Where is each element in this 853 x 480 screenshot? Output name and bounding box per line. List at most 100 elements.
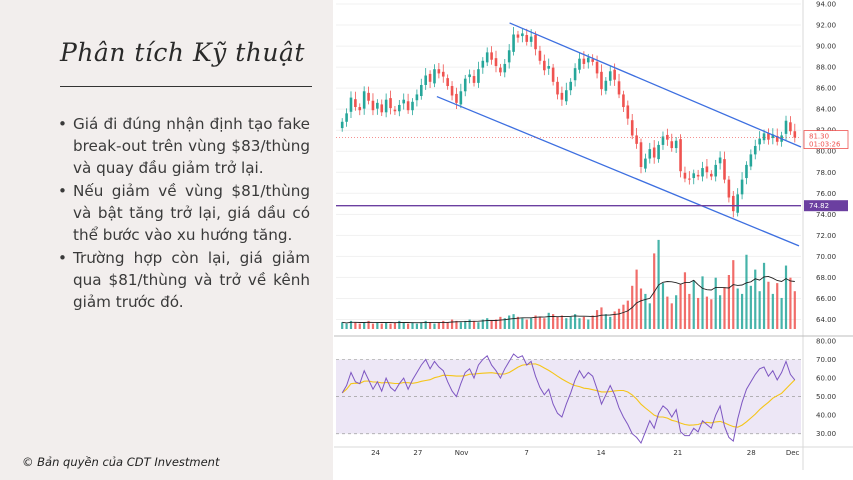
price-chart[interactable]: 94.0092.0090.0088.0086.0084.0082.0080.00…	[334, 0, 853, 480]
volume-bar	[749, 285, 752, 329]
candle-body	[354, 99, 357, 108]
channel-upper-line	[509, 22, 802, 148]
volume-bar	[727, 275, 730, 329]
candle-body	[485, 52, 489, 63]
volume-bar	[578, 318, 581, 329]
volume-bar	[354, 322, 357, 329]
volume-bar	[455, 320, 458, 329]
price-tick-label: 84.00	[816, 106, 836, 114]
candle-body	[556, 81, 559, 95]
volume-bar	[393, 322, 397, 329]
candle-body	[762, 133, 766, 141]
candle-body	[516, 34, 520, 38]
candle-body	[538, 50, 542, 61]
volume-bar	[428, 322, 432, 329]
candle-body	[367, 92, 370, 101]
volume-bar	[771, 293, 774, 329]
candle-body	[688, 178, 691, 180]
candle-body	[446, 78, 449, 87]
volume-bar	[389, 323, 392, 329]
analysis-bullet-list: Giá đi đúng nhận định tạo fake break-out…	[58, 113, 310, 314]
price-chart-panel[interactable]: 94.0092.0090.0088.0086.0084.0082.0080.00…	[334, 0, 853, 480]
volume-bar	[762, 262, 766, 329]
time-tick-label: 14	[597, 449, 606, 457]
candle-body	[472, 76, 476, 83]
title-divider	[60, 86, 312, 87]
candle-body	[758, 138, 761, 145]
candle-body	[591, 59, 594, 62]
candle-body	[340, 121, 344, 129]
candle-body	[652, 147, 656, 158]
candle-body	[424, 75, 427, 85]
volume-bar	[780, 297, 783, 329]
candle-body	[349, 97, 353, 112]
candle-body	[749, 154, 753, 167]
candle-body	[512, 34, 515, 52]
price-tick-label: 72.00	[816, 232, 836, 240]
volume-bar	[420, 322, 423, 329]
volume-bar	[789, 277, 792, 329]
candle-body	[608, 71, 612, 81]
price-tick-label: 92.00	[816, 22, 836, 30]
volume-bar	[644, 293, 647, 329]
volume-bar	[367, 320, 370, 329]
candle-body	[573, 68, 577, 81]
volume-bar	[376, 322, 379, 329]
candle-body	[389, 98, 392, 109]
candle-body	[459, 91, 463, 105]
candle-body	[547, 66, 551, 69]
volume-bar	[446, 322, 449, 329]
candle-body	[490, 52, 493, 60]
candle-body	[376, 102, 379, 109]
candle-body	[507, 50, 511, 63]
volume-bar	[697, 297, 700, 329]
volume-bar	[754, 269, 757, 329]
candle-body	[503, 63, 507, 73]
candle-body	[402, 99, 406, 104]
volume-bar	[358, 323, 361, 329]
candle-body	[582, 58, 586, 64]
candle-body	[775, 135, 779, 142]
bullet-item: Nếu giảm về vùng $81/thùng và bật tăng t…	[58, 180, 310, 246]
volume-bar	[732, 260, 735, 329]
candle-body	[657, 144, 660, 160]
time-tick-label: 21	[673, 449, 682, 457]
volume-bar	[363, 322, 366, 329]
candle-body	[428, 73, 432, 82]
volume-bar	[512, 314, 515, 329]
candle-body	[740, 179, 744, 195]
candle-body	[736, 194, 739, 213]
time-tick-label: Dec	[786, 449, 800, 457]
candle-body	[450, 86, 454, 96]
volume-bar	[486, 318, 489, 329]
volume-bar	[600, 307, 603, 329]
volume-bar	[573, 314, 577, 329]
volume-bar	[639, 288, 643, 329]
volume-bar	[569, 316, 572, 329]
volume-bar	[552, 314, 555, 329]
candle-body	[578, 58, 581, 70]
volume-bar	[609, 316, 612, 329]
candle-body	[600, 71, 603, 90]
time-tick-label: 28	[747, 449, 756, 457]
candle-body	[345, 113, 348, 122]
price-tick-label: 70.00	[816, 253, 836, 261]
candle-body	[419, 84, 423, 97]
candle-body	[437, 69, 441, 74]
volume-bar	[459, 322, 462, 329]
volume-bar	[723, 287, 726, 329]
volume-bar	[670, 303, 673, 329]
rsi-line	[341, 353, 796, 444]
volume-bar	[740, 293, 744, 329]
volume-bar	[710, 299, 713, 329]
countdown-label: 01:03:26	[809, 141, 841, 149]
candle-body	[494, 58, 498, 67]
volume-bar	[477, 322, 480, 329]
volume-bar	[345, 323, 348, 329]
candle-body	[362, 91, 366, 109]
volume-bar	[433, 323, 436, 329]
volume-bar	[402, 322, 405, 329]
channel-lower-line	[436, 95, 800, 247]
volume-bar	[380, 323, 383, 329]
price-tick-label: 66.00	[816, 295, 836, 303]
